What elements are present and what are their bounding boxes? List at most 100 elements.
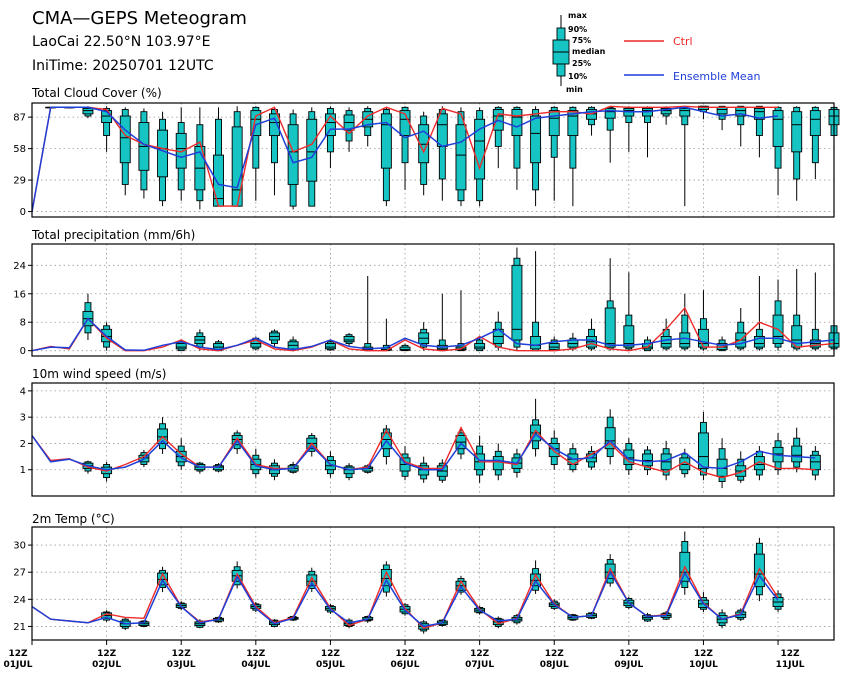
box-p25-p75 xyxy=(492,456,504,471)
ensemble-box xyxy=(82,293,94,340)
ensemble-box xyxy=(642,106,653,158)
ensemble-box xyxy=(287,109,299,210)
box-p25-p75 xyxy=(660,107,672,115)
ensemble-box xyxy=(548,336,560,352)
box-p25-p75 xyxy=(269,113,280,137)
ensemble-box xyxy=(735,105,747,147)
legend-key-p75: 75% xyxy=(572,36,591,45)
ensemble-box xyxy=(82,106,94,119)
ensemble-box xyxy=(455,290,467,352)
ensemble-box xyxy=(250,106,262,201)
ensemble-box xyxy=(138,108,150,199)
ensemble-box xyxy=(548,106,560,201)
ensemble-box xyxy=(213,107,224,207)
y-tick-label: 87 xyxy=(13,113,26,124)
ensemble-box xyxy=(511,247,523,351)
panel-frame xyxy=(31,243,835,357)
box-p25-p75 xyxy=(119,115,131,164)
ensemble-box xyxy=(101,106,113,152)
box-p25-p75 xyxy=(567,110,579,137)
ensemble-box xyxy=(642,446,653,475)
panel-title-wind: 10m wind speed (m/s) xyxy=(32,367,166,381)
box-p25-p75 xyxy=(753,107,765,120)
ensemble-box xyxy=(474,435,486,483)
panel-frame xyxy=(31,382,835,497)
y-tick-label: 24 xyxy=(13,261,26,272)
ensemble-box xyxy=(530,251,542,352)
ensemble-box xyxy=(269,329,280,348)
init-time-label: IniTime: 20250701 12UTC xyxy=(32,58,214,74)
x-tick-label-date: 07JUL xyxy=(465,660,494,670)
ensemble-box xyxy=(250,448,262,478)
ensemble-box xyxy=(343,463,355,481)
y-tick-label: 30 xyxy=(13,541,26,552)
x-tick-label-hour: 12Z xyxy=(694,649,714,659)
x-tick-label-hour: 12Z xyxy=(172,649,192,659)
panel-frame xyxy=(31,102,835,218)
box-p10-p90 xyxy=(606,106,614,131)
y-tick-label: 24 xyxy=(13,595,26,606)
box-p10-p90 xyxy=(811,328,819,350)
box-p25-p75 xyxy=(548,110,560,137)
box-legend: max 90% 75% median 25% 10% min xyxy=(552,11,606,94)
box-p25-p75 xyxy=(660,335,672,348)
ensemble-box xyxy=(679,293,691,351)
ensemble-box xyxy=(679,531,691,595)
ensemble-mean-line xyxy=(31,317,835,352)
box-p25-p75 xyxy=(642,453,653,467)
x-tick-label-hour: 12Z xyxy=(470,649,490,659)
ensemble-box xyxy=(586,106,597,136)
ensemble-box xyxy=(716,438,728,489)
ensemble-box xyxy=(119,107,131,196)
ensemble-box xyxy=(791,268,803,351)
ensemble-box xyxy=(436,459,448,483)
line-legend: Ctrl Ensemble Mean xyxy=(624,35,760,83)
legend-key-max: max xyxy=(568,11,588,20)
ensemble-box xyxy=(362,276,374,352)
x-tick-label-date: 04JUL xyxy=(241,660,270,670)
box-p25-p75 xyxy=(287,124,299,185)
legend-key-p10: 10% xyxy=(568,72,587,81)
ensemble-box xyxy=(791,106,803,201)
box-p25-p75 xyxy=(623,325,635,348)
ensemble-box xyxy=(175,107,187,201)
ensemble-box xyxy=(660,318,672,351)
y-tick-label: 2 xyxy=(20,439,26,450)
ensemble-box xyxy=(455,107,467,207)
y-tick-label: 0 xyxy=(20,346,26,357)
box-p25-p75 xyxy=(548,343,560,351)
box-p25-p75 xyxy=(474,118,486,180)
box-p25-p75 xyxy=(306,574,318,587)
box-p25-p75 xyxy=(697,432,709,469)
ensemble-box xyxy=(716,336,728,352)
ensemble-box xyxy=(194,107,206,210)
x-tick-label-hour: 12Z xyxy=(97,649,117,659)
x-tick-label-date: 11JUL xyxy=(776,660,805,670)
ensemble-box xyxy=(306,432,318,457)
ensemble-box xyxy=(436,293,448,352)
x-tick-label-date: 02JUL xyxy=(92,660,121,670)
box-p25-p75 xyxy=(511,109,523,137)
ensemble-box xyxy=(567,106,579,207)
legend-key-p90: 90% xyxy=(568,25,587,34)
x-tick-label-date: 08JUL xyxy=(540,660,569,670)
box-p10-p90 xyxy=(755,105,763,137)
y-tick-label: 8 xyxy=(20,318,26,329)
box-p10-p90 xyxy=(513,106,521,169)
ensemble-box xyxy=(418,322,430,351)
box-p25-p75 xyxy=(455,124,467,191)
location-label: LaoCai 22.50°N 103.97°E xyxy=(32,34,210,50)
ensemble-box xyxy=(530,106,542,207)
box-p25-p75 xyxy=(604,107,616,119)
y-tick-label: 58 xyxy=(13,144,26,155)
legend-key-median: median xyxy=(572,47,606,56)
box-p10-p90 xyxy=(681,314,689,350)
ensemble-box xyxy=(511,106,523,190)
box-p25-p75 xyxy=(157,129,169,178)
box-p25-p75 xyxy=(530,335,542,350)
box-p10-p90 xyxy=(271,109,278,164)
ensemble-box xyxy=(157,417,169,454)
ensemble-box xyxy=(306,567,318,593)
panel-precip: 0 8 16 24 xyxy=(13,243,840,357)
